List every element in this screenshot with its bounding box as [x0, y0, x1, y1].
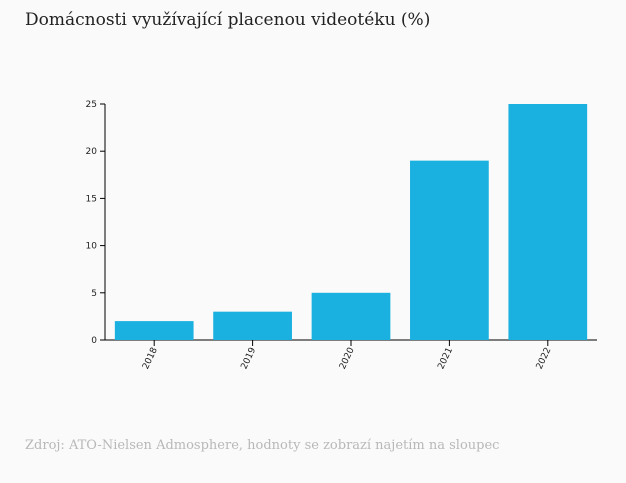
- bar-2018[interactable]: [114, 321, 194, 340]
- bar-2019[interactable]: [213, 311, 292, 340]
- bar-2021[interactable]: [410, 160, 489, 340]
- x-tick-label: 2022: [535, 346, 554, 371]
- bars[interactable]: [114, 104, 588, 340]
- x-tick-label: 2021: [436, 346, 455, 371]
- y-tick-label: 10: [86, 242, 98, 252]
- bar-2022[interactable]: [508, 104, 588, 340]
- y-tick-label: 25: [86, 100, 97, 110]
- source-note: Zdroj: ATO-Nielsen Admosphere, hodnoty s…: [25, 438, 500, 453]
- y-tick-label: 15: [86, 194, 97, 204]
- x-tick-label: 2019: [240, 346, 259, 371]
- x-tick-label: 2018: [141, 346, 160, 371]
- x-axis: 2018 2019 2020 2021 2022: [105, 339, 597, 371]
- bar-2020[interactable]: [311, 292, 391, 340]
- y-ticks: 0 5 10 15 20 25: [86, 100, 105, 346]
- x-tick-label: 2020: [338, 346, 357, 371]
- y-axis: 0 5 10 15 20 25: [86, 100, 106, 346]
- x-ticks: 2018 2019 2020 2021 2022: [141, 340, 554, 371]
- y-tick-label: 5: [91, 289, 97, 299]
- chart-title: Domácnosti využívající placenou videoték…: [25, 10, 431, 30]
- y-tick-label: 0: [91, 336, 97, 346]
- y-tick-label: 20: [86, 147, 98, 157]
